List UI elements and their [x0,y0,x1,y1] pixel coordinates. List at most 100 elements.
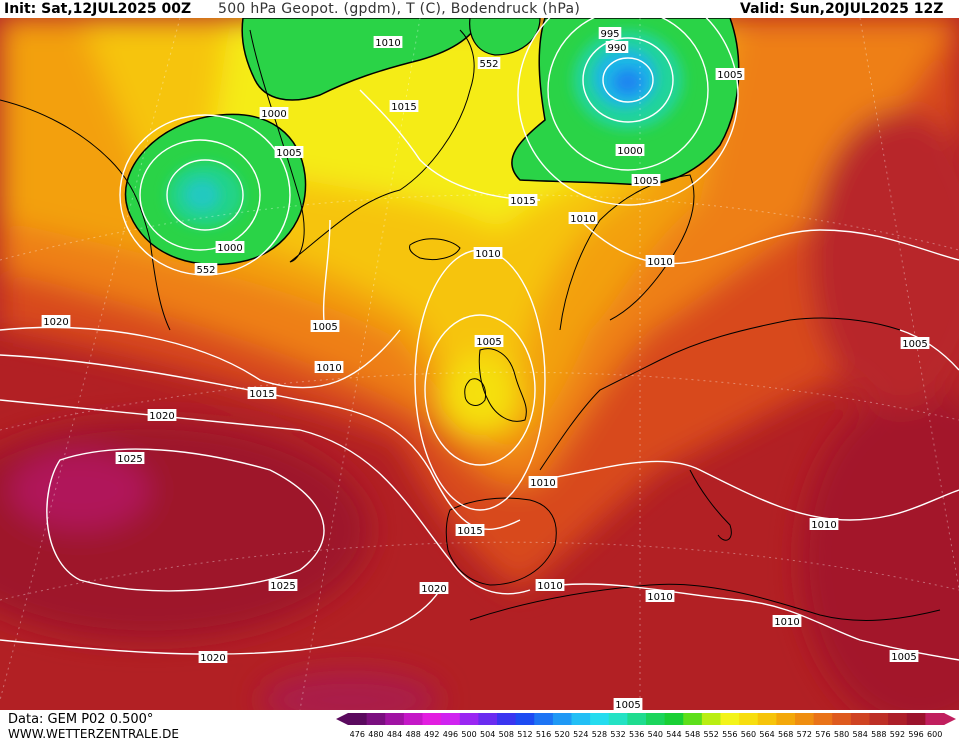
isobar-label: 1015 [510,196,535,207]
isobar-label: 1010 [647,592,672,603]
scale-tick-label: 496 [443,730,458,739]
isobar-label-box [198,651,228,663]
scale-tick-label: 540 [648,730,663,739]
map-header: Init: Sat,12JUL2025 00Z 500 hPa Geopot. … [0,0,959,18]
scale-swatch [850,713,870,725]
isobar-label-box [568,212,598,224]
isobar-label: 1005 [891,652,916,663]
scale-tick-label: 572 [797,730,812,739]
scale-swatch [552,713,572,725]
isobar-label-box [645,590,675,602]
isobar-label-box [473,247,503,259]
isobar-label-box [455,524,485,536]
isobar-label-box [194,263,218,275]
scale-swatch [385,713,405,725]
isobar-label: 1010 [316,363,341,374]
isobar-label-box [274,146,304,158]
isobar-label: 990 [607,43,626,54]
scale-tick-label: 556 [722,730,737,739]
low-pressure-greenland-north [241,18,541,101]
scale-tick-label: 560 [741,730,756,739]
isobar-label: 1005 [615,700,640,710]
isobar-label-box [310,320,340,332]
scale-tick-label: 488 [406,730,421,739]
isobar-label: 1010 [811,520,836,531]
scale-swatch [441,713,461,725]
scale-tick-label: 480 [368,730,383,739]
scale-swatch [757,713,777,725]
isobar-label: 1025 [270,581,295,592]
isobar-label: 1020 [149,411,174,422]
isobar-label: 1010 [537,581,562,592]
scale-min-arrow [336,713,348,725]
isobar-label: 1005 [717,70,742,81]
scale-swatch [497,713,517,725]
scale-swatch [869,713,889,725]
isobar-label: 1005 [476,337,501,348]
isobar-label-box [631,174,661,186]
isobar-label: 1010 [647,257,672,268]
isobar-label: 1020 [421,584,446,595]
isobar-label-box [715,68,745,80]
isobar-label-box [528,476,558,488]
isobar-label: 1005 [902,339,927,350]
scale-swatch [627,713,647,725]
isobar-label: 1000 [617,146,642,157]
scale-tick-label: 576 [815,730,830,739]
scale-swatch [739,713,759,725]
isobar-label: 1010 [774,617,799,628]
scale-tick-label: 600 [927,730,942,739]
isobar-label-box [419,582,449,594]
coastlines [0,29,941,621]
scale-tick-label: 504 [480,730,495,739]
isobar-label-box [508,194,538,206]
isobar-label-box [772,615,802,627]
isobar-label: 1005 [633,176,658,187]
isobar-label-box [598,27,622,39]
isobar-label: 1020 [43,317,68,328]
isobar-label: 995 [600,29,619,40]
scale-swatch [422,713,442,725]
isobar-label: 1015 [391,102,416,113]
isobar-label-box [147,409,177,421]
map-title: 500 hPa Geopot. (gpdm), T (C), Bodendruc… [218,1,581,17]
scale-swatch [795,713,815,725]
scale-tick-label: 524 [573,730,588,739]
scale-tick-label: 516 [536,730,551,739]
scale-tick-label: 580 [834,730,849,739]
isobar-label-box [474,335,504,347]
isobar-label-box [645,255,675,267]
isobar-label: 1015 [457,526,482,537]
isobar-label: 1000 [261,109,286,120]
scale-tick-label: 588 [871,730,886,739]
scale-swatch [646,713,666,725]
scale-tick-label: 592 [890,730,905,739]
isobar-label-box [314,361,344,373]
isobar-label-box [41,315,71,327]
scale-swatch [608,713,628,725]
scale-tick-label: 512 [517,730,532,739]
isobar-label: 552 [196,265,215,276]
scale-tick-label: 520 [555,730,570,739]
isobar-label: 1020 [200,653,225,664]
site-url[interactable]: WWW.WETTERZENTRALE.DE [8,727,179,741]
isobar-label: 552 [479,59,498,70]
scale-tick-label: 544 [666,730,681,739]
scale-swatch [683,713,703,725]
scale-swatch [403,713,423,725]
scale-swatch [515,713,535,725]
scale-swatch [813,713,833,725]
init-time: Init: Sat,12JUL2025 00Z [4,1,192,17]
isobar-label: 1010 [570,214,595,225]
scale-swatch [534,713,554,725]
isobar-label: 1010 [375,38,400,49]
isobar-label-box [535,579,565,591]
scale-swatch [720,713,740,725]
scale-tick-label: 484 [387,730,402,739]
isobar-label-box [247,387,277,399]
scale-swatch [925,713,945,725]
scale-tick-label: 568 [778,730,793,739]
isobar-lines [0,18,959,661]
weather-map: 1010 552 1000 1005 1015 995 990 1005 1000 1005 101… [0,18,959,710]
isobar-label-box [373,36,403,48]
